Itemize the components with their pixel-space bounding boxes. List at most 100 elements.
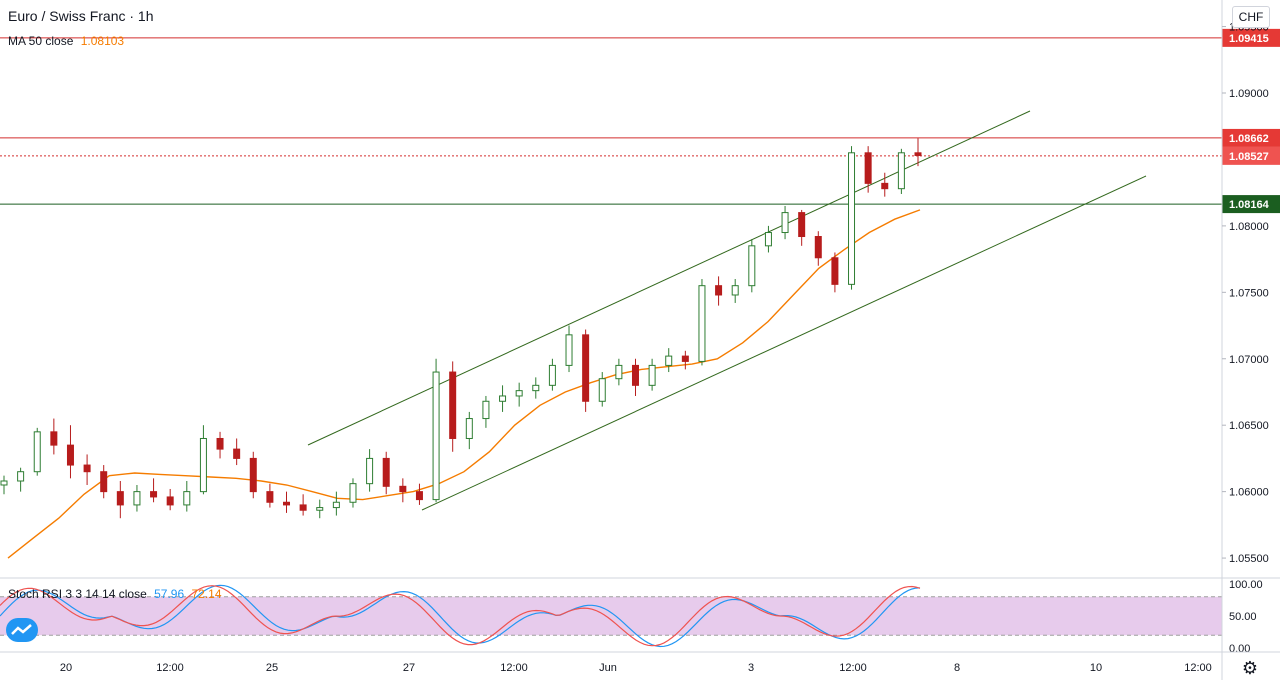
level-badge bbox=[1222, 195, 1280, 214]
candle-body bbox=[648, 364, 656, 386]
time-tick-label: 8 bbox=[954, 662, 960, 674]
ma50-line bbox=[7, 209, 921, 559]
time-tick-label: Jun bbox=[599, 662, 617, 674]
candle-body bbox=[216, 437, 224, 450]
candle-body bbox=[150, 491, 158, 498]
time-tick-label: 12:00 bbox=[839, 662, 867, 674]
candle-body bbox=[349, 483, 357, 503]
time-tick-label: 20 bbox=[60, 662, 72, 674]
level-badge-label: 1.09415 bbox=[1229, 33, 1269, 45]
candle-body bbox=[565, 334, 573, 366]
symbol-title: Euro / Swiss Franc · 1h bbox=[8, 8, 154, 24]
candle-body bbox=[515, 390, 523, 397]
candle-body bbox=[415, 491, 423, 501]
ma-value: 1.08103 bbox=[80, 34, 125, 48]
stoch-tick-label: 100.00 bbox=[1229, 579, 1263, 591]
stoch-legend: Stoch RSI 3 3 14 14 close 57.96 72.14 bbox=[8, 587, 222, 601]
candle-body bbox=[199, 437, 207, 493]
level-badge bbox=[1222, 28, 1280, 47]
candle-body bbox=[66, 444, 74, 466]
trend-channel[interactable] bbox=[307, 110, 1147, 511]
candle-body bbox=[532, 384, 540, 392]
candle-body bbox=[249, 457, 257, 493]
candle-body bbox=[133, 491, 141, 506]
price-tick-label: 1.06500 bbox=[1229, 420, 1269, 432]
price-tick-label: 1.07000 bbox=[1229, 354, 1269, 366]
time-axis[interactable]: 20 12:00 25 27 12:00 Jun 3 12:00 8 10 12:00 bbox=[0, 651, 1280, 674]
candle-body bbox=[116, 491, 124, 506]
candle-body bbox=[183, 491, 191, 506]
candle-body bbox=[864, 152, 872, 184]
candle-body bbox=[764, 232, 772, 247]
ma50-line-layer bbox=[7, 209, 921, 559]
candle-body bbox=[465, 418, 473, 439]
candle-body bbox=[33, 431, 41, 473]
candle-body bbox=[665, 355, 673, 366]
candle-body bbox=[897, 152, 905, 190]
candle-body bbox=[382, 457, 390, 487]
time-tick-label: 27 bbox=[403, 662, 415, 674]
candle-body bbox=[299, 504, 307, 511]
candle-body bbox=[83, 464, 91, 473]
level-badge-label: 1.08662 bbox=[1229, 133, 1269, 145]
stoch-k-value: 57.96 bbox=[154, 587, 185, 601]
tradingview-logo-icon[interactable] bbox=[6, 618, 38, 642]
candle-body bbox=[100, 471, 108, 493]
candle-body bbox=[881, 182, 889, 190]
stoch-d-line bbox=[0, 585, 921, 647]
price-tick-label: 1.09000 bbox=[1229, 88, 1269, 100]
ma-legend: MA 50 close 1.08103 bbox=[8, 34, 124, 48]
candle-body bbox=[482, 400, 490, 420]
candle-body bbox=[366, 457, 374, 485]
stoch-d-value: 72.14 bbox=[191, 587, 222, 601]
time-tick-label: 12:00 bbox=[500, 662, 528, 674]
level-badge bbox=[1222, 146, 1280, 165]
candle-body bbox=[582, 334, 590, 402]
candle-body bbox=[781, 212, 789, 234]
channel-upper-line bbox=[307, 110, 1031, 446]
time-tick-label: 25 bbox=[266, 662, 278, 674]
candle-body bbox=[914, 152, 922, 156]
level-badge bbox=[1222, 128, 1280, 147]
price-tick-label: 1.07500 bbox=[1229, 287, 1269, 299]
symbol-name: Euro / Swiss Franc · 1h bbox=[8, 8, 154, 24]
candle-body bbox=[798, 212, 806, 238]
candle-body bbox=[814, 236, 822, 259]
candle-body bbox=[848, 152, 856, 285]
candle-body bbox=[715, 285, 723, 296]
price-tick-label: 1.06000 bbox=[1229, 487, 1269, 499]
time-tick-label: 10 bbox=[1090, 662, 1102, 674]
candle-body bbox=[698, 285, 706, 362]
candles-layer bbox=[0, 138, 922, 519]
candle-body bbox=[166, 496, 174, 506]
stoch-label: Stoch RSI 3 3 14 14 close bbox=[8, 587, 147, 601]
candle-body bbox=[266, 491, 274, 503]
time-tick-label: 12:00 bbox=[1184, 662, 1212, 674]
gear-icon[interactable]: ⚙ bbox=[1241, 658, 1259, 678]
horizontal-levels[interactable]: 1.09415 1.08662 1.08527 1.08164 bbox=[0, 28, 1280, 214]
candle-body bbox=[548, 364, 556, 386]
price-tick-label: 1.08000 bbox=[1229, 221, 1269, 233]
stoch-k-line bbox=[0, 584, 921, 648]
candle-body bbox=[432, 371, 440, 501]
level-badge-label: 1.08164 bbox=[1229, 199, 1270, 211]
candle-body bbox=[831, 257, 839, 285]
price-axis[interactable]: 1.095001.090001.080001.075001.070001.065… bbox=[1221, 0, 1269, 680]
stoch-rsi-pane[interactable]: 100.00 50.00 0.00 bbox=[0, 577, 1280, 655]
candle-body bbox=[233, 448, 241, 459]
currency-button[interactable]: CHF bbox=[1232, 6, 1270, 28]
level-badge-label: 1.08527 bbox=[1229, 151, 1269, 163]
channel-lower-line bbox=[421, 175, 1147, 511]
price-tick-label: 1.05500 bbox=[1229, 553, 1269, 565]
candle-body bbox=[332, 501, 340, 509]
candle-body bbox=[283, 501, 291, 506]
candle-body bbox=[615, 364, 623, 380]
time-tick-label: 3 bbox=[748, 662, 754, 674]
ma-label: MA 50 close bbox=[8, 34, 74, 48]
time-tick-label: 12:00 bbox=[156, 662, 184, 674]
candle-body bbox=[0, 480, 8, 486]
candle-body bbox=[598, 378, 606, 402]
candle-body bbox=[17, 471, 25, 482]
candle-body bbox=[499, 395, 507, 402]
